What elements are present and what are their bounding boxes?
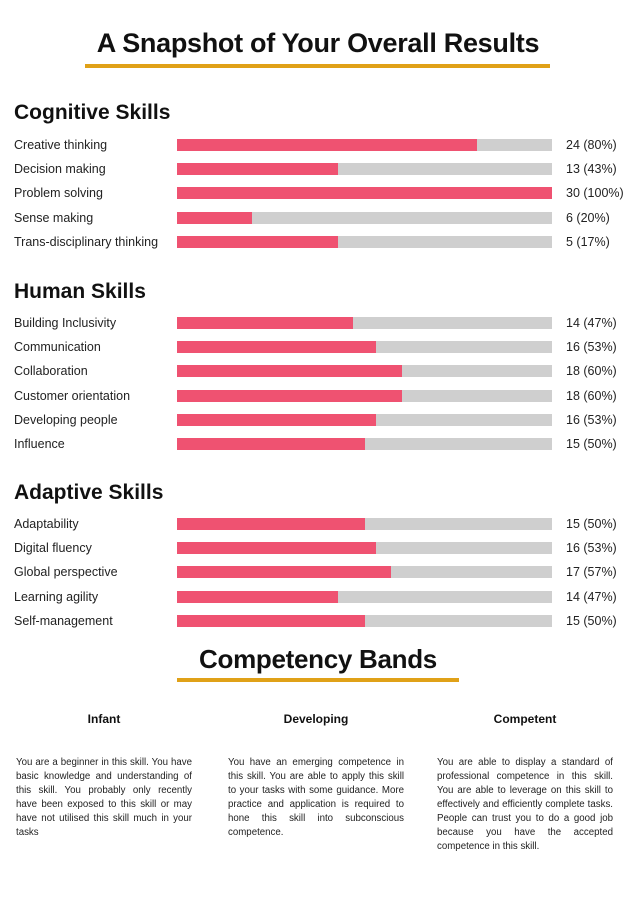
skill-label: Decision making xyxy=(14,162,106,176)
skill-label: Collaboration xyxy=(14,364,88,378)
skill-value: 15 (50%) xyxy=(566,437,617,451)
skill-value: 24 (80%) xyxy=(566,138,617,152)
skill-bar-track xyxy=(177,139,552,151)
skill-label: Adaptability xyxy=(14,517,79,531)
title-underline xyxy=(85,64,550,68)
skill-row: Creative thinking 24 (80%) xyxy=(0,138,636,153)
skill-bar-fill xyxy=(177,518,365,530)
skill-label: Learning agility xyxy=(14,590,99,604)
band-heading: Infant xyxy=(87,712,121,726)
skill-bar-track xyxy=(177,518,552,530)
skill-value: 18 (60%) xyxy=(566,364,617,378)
skill-value: 16 (53%) xyxy=(566,413,617,427)
skill-row: Building Inclusivity 14 (47%) xyxy=(0,316,636,331)
skill-value: 14 (47%) xyxy=(566,316,617,330)
skill-value: 6 (20%) xyxy=(566,211,610,225)
skill-row: Trans-disciplinary thinking 5 (17%) xyxy=(0,235,636,250)
skill-row: Self-management 15 (50%) xyxy=(0,614,636,629)
skill-row: Collaboration 18 (60%) xyxy=(0,364,636,379)
skill-bar-fill xyxy=(177,236,339,248)
skill-bar-track xyxy=(177,317,552,329)
skill-bar-track xyxy=(177,414,552,426)
band-heading: Developing xyxy=(283,712,349,726)
band-description: You have an emerging competence in this … xyxy=(228,757,404,838)
skill-row: Customer orientation 18 (60%) xyxy=(0,389,636,404)
skill-label: Communication xyxy=(14,340,101,354)
skill-value: 16 (53%) xyxy=(566,541,617,555)
skill-value: 5 (17%) xyxy=(566,235,610,249)
skill-bar-fill xyxy=(177,438,365,450)
band-description: You are able to display a standard of pr… xyxy=(437,757,613,852)
skill-value: 15 (50%) xyxy=(566,517,617,531)
skill-bar-fill xyxy=(177,139,477,151)
skill-bar-fill xyxy=(177,542,376,554)
skill-bar-track xyxy=(177,341,552,353)
competency-bands-title: Competency Bands xyxy=(199,644,437,674)
skill-label: Building Inclusivity xyxy=(14,316,117,330)
skill-value: 17 (57%) xyxy=(566,565,617,579)
skill-bar-fill xyxy=(177,212,252,224)
competency-bands-underline xyxy=(177,678,459,682)
skill-label: Sense making xyxy=(14,211,94,225)
skill-bar-track xyxy=(177,236,552,248)
skill-bar-fill xyxy=(177,163,339,175)
band-description: You are a beginner in this skill. You ha… xyxy=(16,757,192,838)
section-title: Adaptive Skills xyxy=(14,481,164,504)
skill-row: Influence 15 (50%) xyxy=(0,437,636,452)
skill-row: Adaptability 15 (50%) xyxy=(0,517,636,532)
skill-row: Problem solving 30 (100%) xyxy=(0,186,636,201)
skill-label: Creative thinking xyxy=(14,138,108,152)
skill-value: 14 (47%) xyxy=(566,590,617,604)
skill-value: 16 (53%) xyxy=(566,340,617,354)
skill-value: 13 (43%) xyxy=(566,162,617,176)
skill-label: Digital fluency xyxy=(14,541,92,555)
skill-label: Customer orientation xyxy=(14,389,131,403)
skill-bar-track xyxy=(177,365,552,377)
skill-bar-fill xyxy=(177,341,376,353)
skill-row: Developing people 16 (53%) xyxy=(0,413,636,428)
skill-row: Decision making 13 (43%) xyxy=(0,162,636,177)
skill-bar-track xyxy=(177,591,552,603)
skill-bar-fill xyxy=(177,414,376,426)
skill-bar-fill xyxy=(177,615,365,627)
skill-bar-fill xyxy=(177,390,402,402)
skill-value: 30 (100%) xyxy=(566,186,624,200)
skill-bar-track xyxy=(177,390,552,402)
band-heading: Competent xyxy=(493,712,557,726)
skill-label: Problem solving xyxy=(14,186,103,200)
skill-bar-fill xyxy=(177,317,354,329)
skill-bar-track xyxy=(177,566,552,578)
skill-label: Self-management xyxy=(14,614,113,628)
skill-bar-track xyxy=(177,163,552,175)
skill-row: Sense making 6 (20%) xyxy=(0,211,636,226)
skill-bar-fill xyxy=(177,566,391,578)
section-title: Human Skills xyxy=(14,280,146,303)
skill-value: 15 (50%) xyxy=(566,614,617,628)
skill-label: Developing people xyxy=(14,413,118,427)
skill-bar-fill xyxy=(177,591,339,603)
band-infant: Infant You are a beginner in this skill.… xyxy=(16,712,192,840)
skill-value: 18 (60%) xyxy=(566,389,617,403)
band-developing: Developing You have an emerging competen… xyxy=(228,712,404,840)
skill-bar-track xyxy=(177,187,552,199)
section-title: Cognitive Skills xyxy=(14,101,171,124)
skill-bar-track xyxy=(177,438,552,450)
page-title: A Snapshot of Your Overall Results xyxy=(96,28,540,58)
skill-label: Trans-disciplinary thinking xyxy=(14,235,159,249)
skill-bar-track xyxy=(177,542,552,554)
band-competent: Competent You are able to display a stan… xyxy=(437,712,613,854)
skill-bar-fill xyxy=(177,365,402,377)
skill-row: Digital fluency 16 (53%) xyxy=(0,541,636,556)
skill-bar-fill xyxy=(177,187,552,199)
skill-row: Global perspective 17 (57%) xyxy=(0,565,636,580)
skill-row: Communication 16 (53%) xyxy=(0,340,636,355)
skill-label: Global perspective xyxy=(14,565,118,579)
skill-row: Learning agility 14 (47%) xyxy=(0,590,636,605)
skill-label: Influence xyxy=(14,437,65,451)
skill-bar-track xyxy=(177,615,552,627)
skill-bar-track xyxy=(177,212,552,224)
